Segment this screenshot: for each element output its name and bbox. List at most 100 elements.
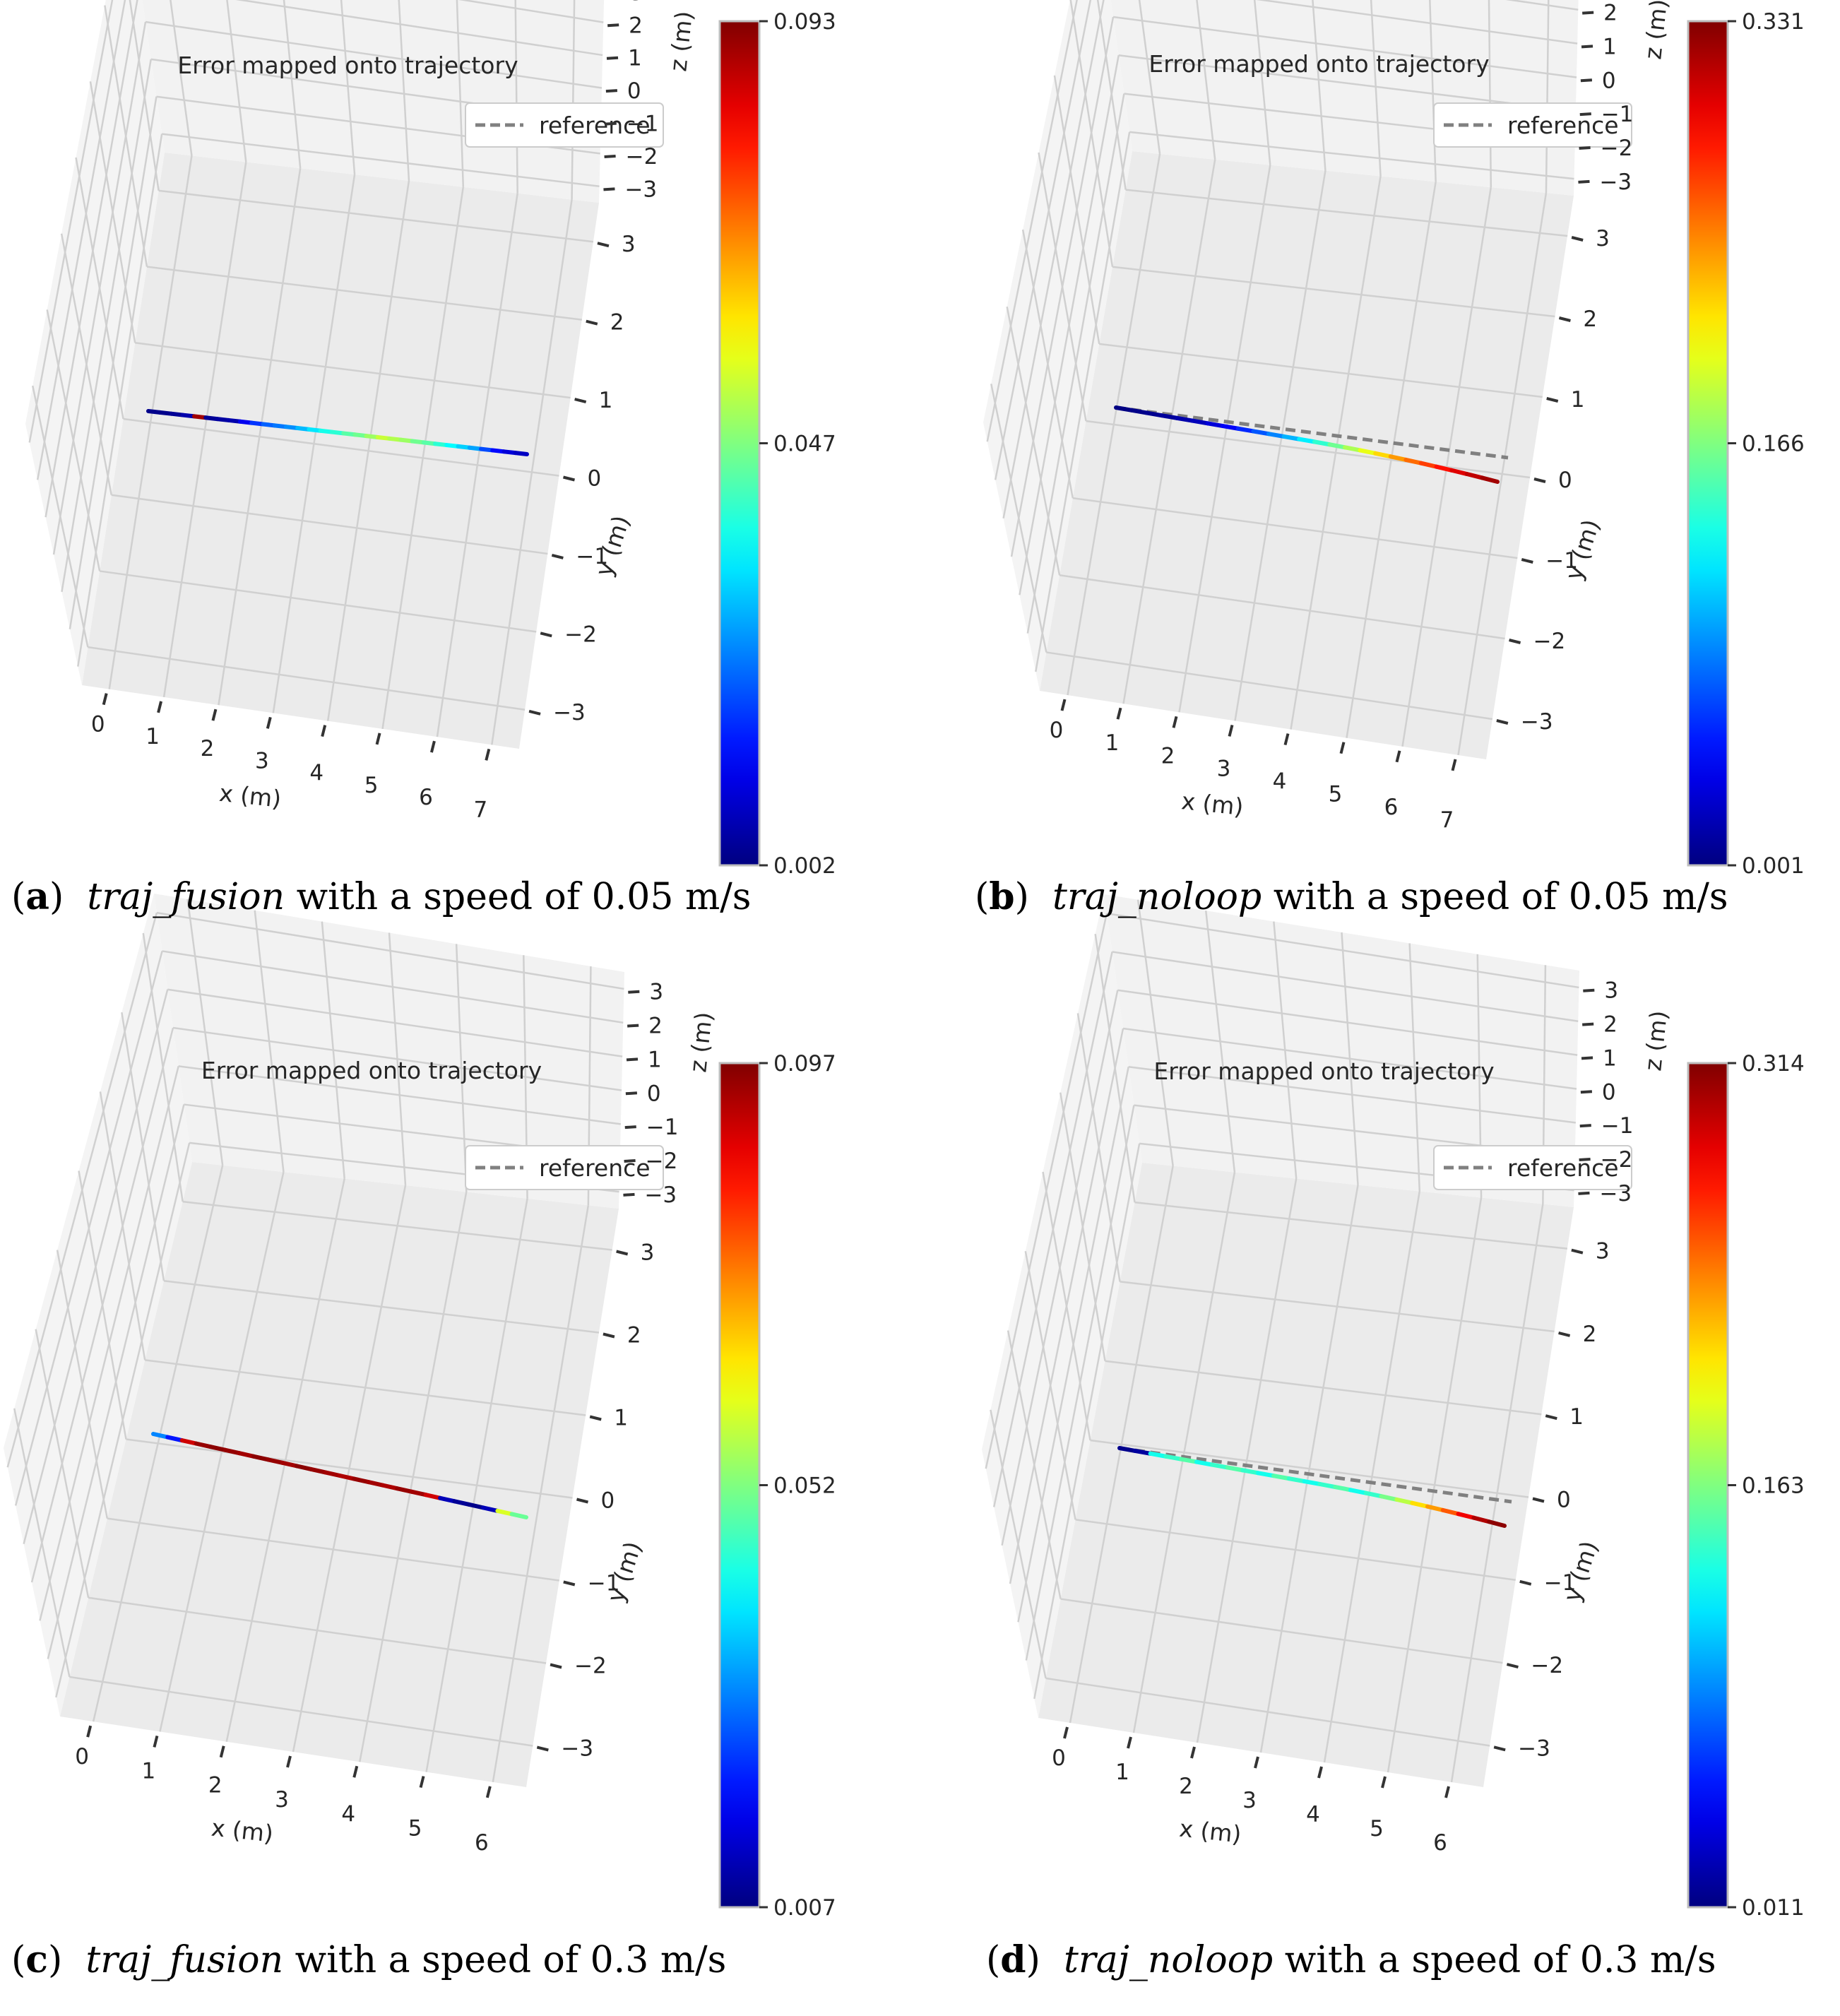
x-tick-label: 3 <box>255 748 269 773</box>
caption-name: traj_noloop <box>1052 876 1262 918</box>
x-tick-label: 3 <box>1217 756 1231 781</box>
z-tick-mark <box>1583 988 1595 992</box>
trajectory-segment <box>280 1460 299 1469</box>
floor-gridline-y <box>1125 189 1568 237</box>
legend-box <box>465 1145 664 1190</box>
left-gridline-z <box>36 0 126 480</box>
chart-title: Error mapped onto trajectory <box>1153 1057 1494 1085</box>
floor-gridline-y <box>163 1279 600 1334</box>
back-gridline-z <box>235 0 603 57</box>
y-tick-mark <box>563 1580 576 1587</box>
x-tick-mark <box>485 748 491 761</box>
trajectory-segment <box>266 1457 285 1465</box>
y-tick-label: −1 <box>588 1571 620 1596</box>
back-gridline-z <box>178 1065 622 1125</box>
y-tick-label: 1 <box>614 1406 628 1431</box>
reference-trajectory <box>1115 405 1509 460</box>
x-tick-mark <box>1228 724 1234 737</box>
floor-gridline-y <box>1075 1519 1516 1582</box>
x-axis-label: x (m) <box>1180 787 1245 821</box>
y-tick-mark <box>597 242 610 248</box>
trajectory-segment <box>1434 464 1454 473</box>
y-tick-mark <box>574 398 587 404</box>
x-tick-mark <box>1190 1746 1196 1759</box>
left-gridline-z <box>61 59 152 593</box>
x-tick-mark <box>1339 742 1346 754</box>
legend-reference-label: reference <box>539 112 651 139</box>
z-tick-label: 2 <box>1603 1 1618 26</box>
x-tick-label: 5 <box>408 1816 422 1842</box>
trajectory-segment <box>495 1508 514 1517</box>
floor-gridline-y <box>126 1438 573 1499</box>
chart-panel-c: Error mapped onto trajectory reference 0 1 2… <box>4 894 836 1921</box>
back-gridline-z <box>1106 912 1579 989</box>
floor-gridline-y <box>69 1676 533 1747</box>
trajectory-segment <box>1194 1459 1214 1467</box>
x-tick-mark <box>86 1725 93 1738</box>
left-gridline-z <box>1002 0 1105 518</box>
x-tick-mark <box>219 1745 225 1758</box>
trajectory-segment <box>309 1466 328 1475</box>
y-tick-mark <box>1558 1331 1571 1337</box>
trajectory-segment <box>438 1495 457 1504</box>
left-gridline-z <box>1001 990 1119 1546</box>
z-tick-label: −1 <box>1601 102 1634 127</box>
trajectory-segment <box>409 1489 428 1498</box>
y-tick-label: 3 <box>1596 226 1610 251</box>
x-tick-label: 1 <box>142 1758 156 1784</box>
trajectory-segment <box>1302 1479 1322 1486</box>
z-tick-label: −1 <box>627 112 659 137</box>
x-tick-label: 0 <box>1050 718 1064 743</box>
left-gridline-z <box>994 0 1092 480</box>
z-tick-label: −1 <box>646 1115 679 1140</box>
z-tick-mark <box>1579 1158 1591 1161</box>
y-tick-mark <box>540 632 552 638</box>
trajectory-segment <box>1358 448 1378 456</box>
y-tick-label: −3 <box>561 1736 593 1762</box>
left-gridline-z <box>28 0 114 443</box>
chart-title: Error mapped onto trajectory <box>177 52 518 79</box>
back-gridline-z <box>167 988 623 1057</box>
caption-c: (c) traj_fusion with a speed of 0.3 m/s <box>11 1938 727 1982</box>
y-tick-label: 1 <box>1569 1404 1584 1430</box>
y-tick-mark <box>563 475 575 482</box>
y-tick-label: −2 <box>574 1654 607 1679</box>
z-tick-label: −2 <box>1601 136 1633 161</box>
left-gridline-z <box>55 1142 191 1698</box>
y-tick-label: 0 <box>601 1488 615 1514</box>
back-gridline-z <box>1256 0 1578 45</box>
z-tick-label: 0 <box>1602 68 1616 93</box>
x-tick-label: 1 <box>1105 730 1120 756</box>
left-gridline-z <box>39 1065 179 1621</box>
floor-gridline-y <box>1046 651 1493 721</box>
x-tick-label: 6 <box>1433 1830 1447 1856</box>
trajectory-segment <box>222 1447 242 1456</box>
legend-reference-label: reference <box>1507 112 1619 139</box>
z-tick-mark <box>623 1192 635 1197</box>
floor-gridline-y <box>1086 420 1531 479</box>
y-tick-label: 1 <box>599 388 613 413</box>
trajectory-segment <box>151 1432 170 1440</box>
caption-label: c <box>25 1938 48 1981</box>
z-tick-label: 1 <box>1603 1045 1617 1071</box>
trajectory-segment <box>1129 408 1149 415</box>
z-tick-label: 2 <box>1603 1012 1618 1038</box>
caption-name: traj_noloop <box>1064 1939 1274 1981</box>
back-gridline-z <box>156 911 624 990</box>
floor-gridline-y <box>1105 1360 1542 1416</box>
left-gridline-z <box>77 134 163 667</box>
colorbar-tick-label: 0.007 <box>773 1895 836 1921</box>
trajectory-segment <box>366 1480 385 1488</box>
y-tick-label: 2 <box>610 310 624 336</box>
colorbar <box>1687 1062 1729 1909</box>
floor-gridline-y <box>146 266 582 321</box>
trajectory-segment <box>1425 1504 1445 1512</box>
trajectory-segment <box>481 1505 500 1513</box>
left-gridline-z <box>69 96 158 629</box>
x-tick-mark <box>352 1765 359 1778</box>
caption-name: traj_fusion <box>87 876 285 918</box>
x-tick-mark <box>1116 707 1122 720</box>
x-tick-label: 2 <box>201 736 215 761</box>
trajectory-segment <box>208 1445 227 1452</box>
